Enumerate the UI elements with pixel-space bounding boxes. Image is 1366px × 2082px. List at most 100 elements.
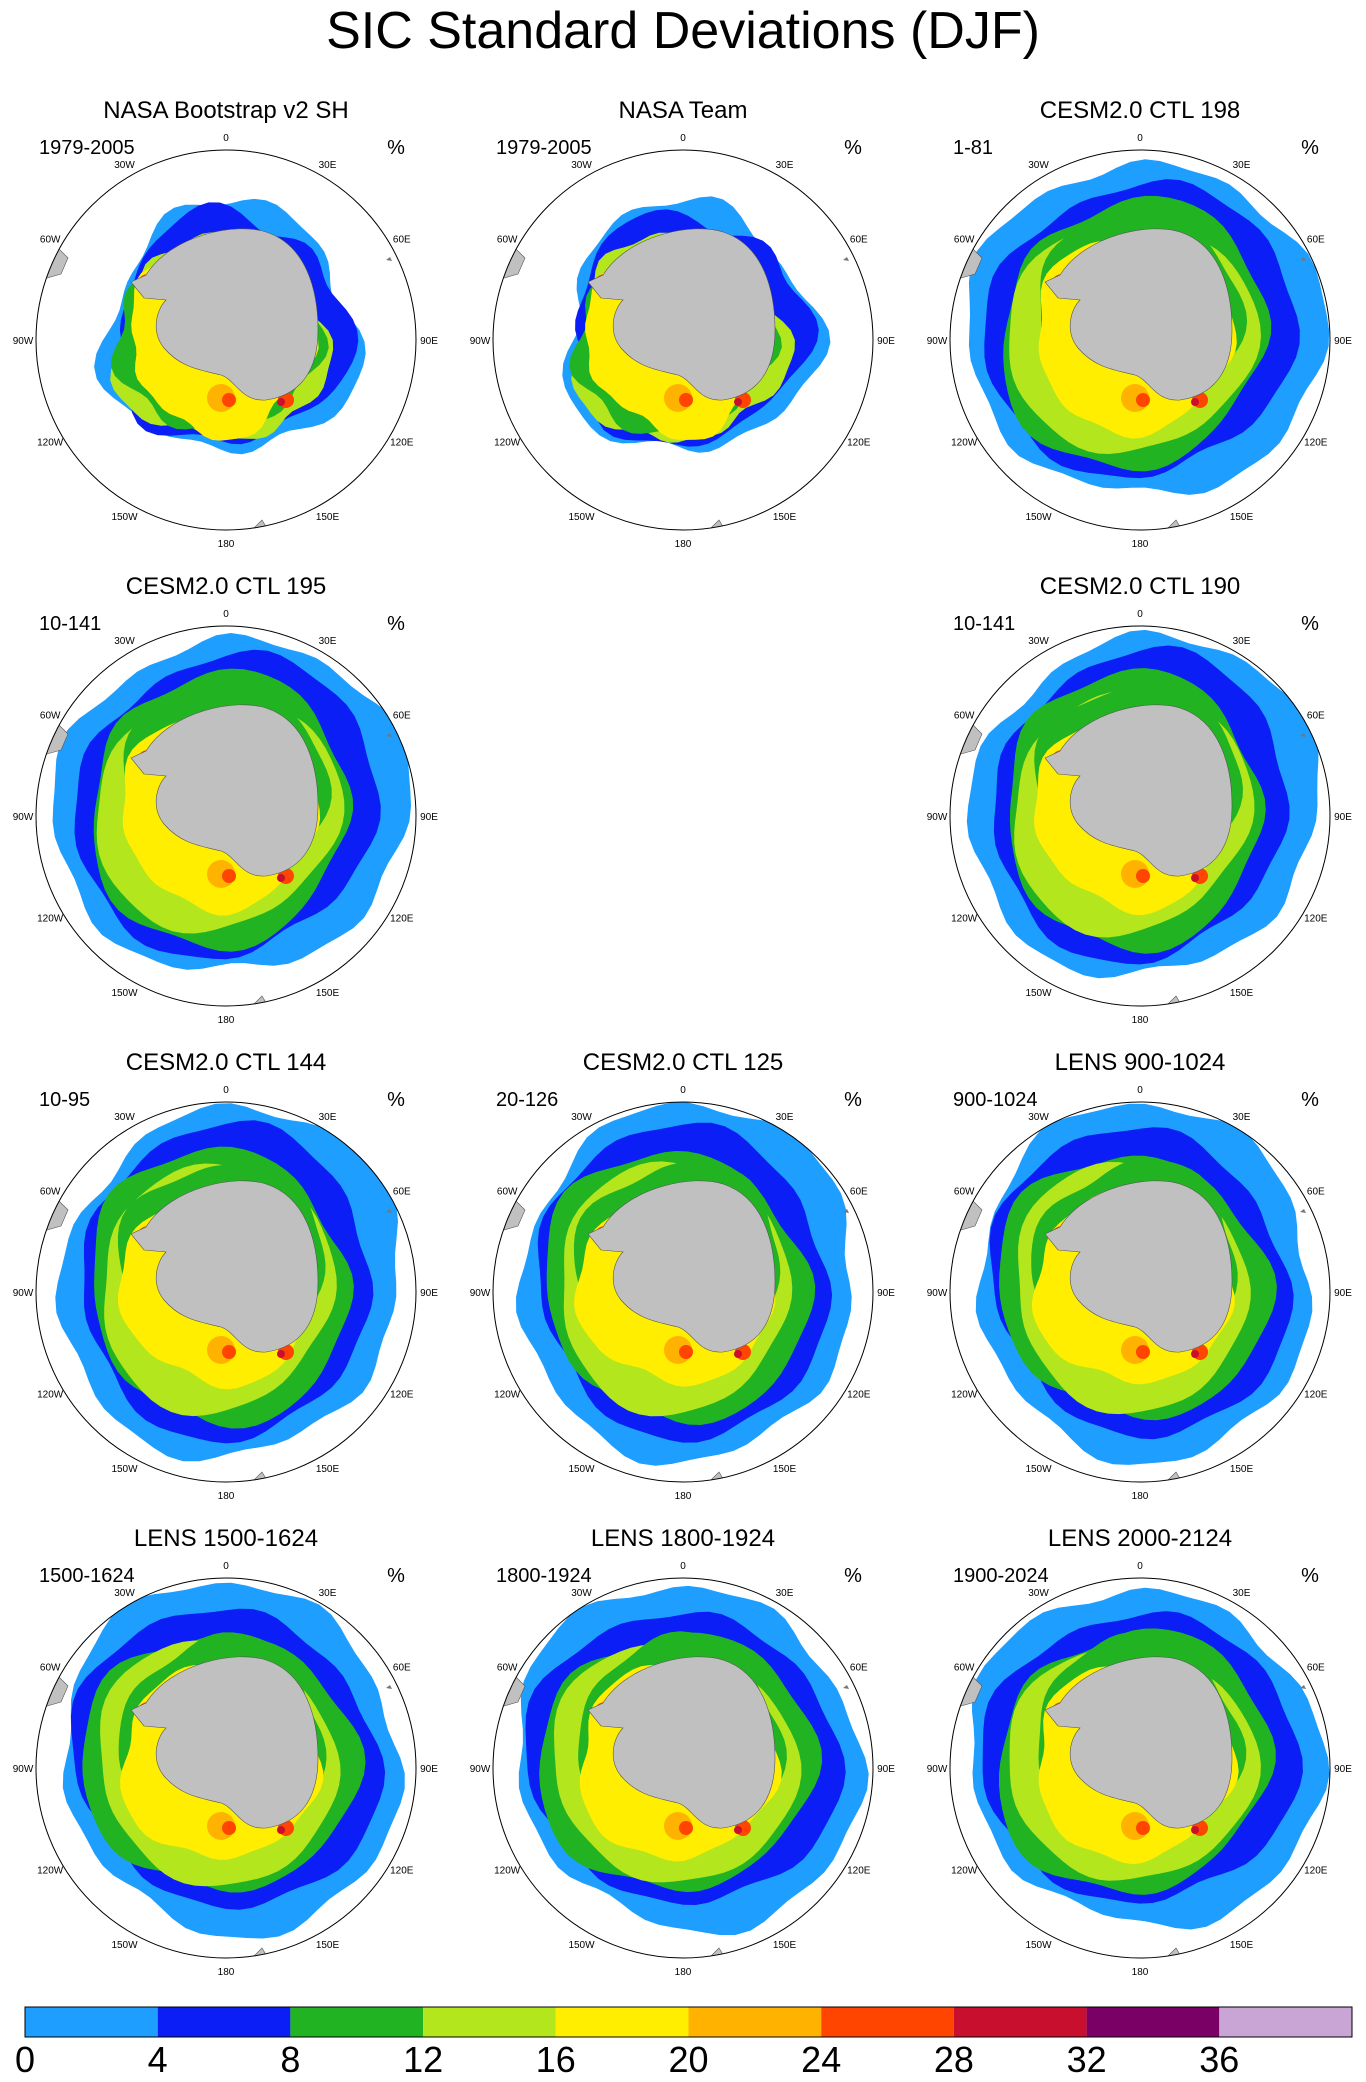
colorbar-label: 32 (1067, 2039, 1107, 2080)
longitude-label: 90W (470, 336, 491, 347)
longitude-label: 90W (13, 812, 34, 823)
panel-title: LENS 1500-1624 (134, 1525, 318, 1552)
longitude-label: 0 (1137, 133, 1143, 144)
antarctica-landmass (587, 228, 776, 401)
longitude-label: 150E (1230, 1940, 1254, 1951)
longitude-label: 30E (1233, 160, 1251, 171)
kerguelen-island (1300, 1685, 1306, 1689)
panel-title: NASA Bootstrap v2 SH (103, 97, 348, 124)
longitude-label: 120W (494, 1866, 521, 1877)
longitude-label: 120E (847, 1866, 871, 1877)
map-boundary (492, 1577, 874, 1959)
colorbar-label: 24 (801, 2039, 841, 2080)
variability-hotspot (222, 1345, 236, 1359)
panel-title: NASA Team (619, 97, 748, 124)
longitude-label: 90E (420, 1288, 438, 1299)
colorbar-label: 8 (280, 2039, 300, 2080)
map-panel: NASA Team 1979-2005 % 0 30E 60E 90E 120E 150E 180… (470, 97, 896, 550)
colorbar-swatch (821, 2007, 954, 2037)
longitude-label: 60E (393, 1187, 411, 1198)
panel-period: 1979-2005 (39, 137, 135, 159)
longitude-label: 30W (571, 1112, 592, 1123)
longitude-label: 120E (390, 1866, 414, 1877)
longitude-label: 90E (1334, 812, 1352, 823)
antarctica-landmass (1044, 228, 1233, 401)
kerguelen-island (843, 257, 849, 261)
longitude-label: 30E (1233, 1588, 1251, 1599)
map-panel: LENS 2000-2124 1900-2024 % 0 30E 60E 90E 120E 15… (927, 1525, 1353, 1978)
colorbar-label: 20 (668, 2039, 708, 2080)
map-boundary (35, 149, 417, 531)
longitude-label: 60E (850, 235, 868, 246)
map-boundary (949, 149, 1331, 531)
longitude-label: 60E (1307, 1187, 1325, 1198)
panel-units: % (844, 1565, 862, 1587)
colorbar-label: 28 (934, 2039, 974, 2080)
longitude-label: 120W (494, 1390, 521, 1401)
longitude-label: 180 (218, 1967, 235, 1978)
new-zealand-landmass (710, 519, 726, 530)
south-america-landmass (950, 723, 983, 757)
longitude-label: 60E (1307, 711, 1325, 722)
longitude-label: 60E (1307, 1663, 1325, 1674)
longitude-label: 0 (223, 1561, 229, 1572)
longitude-label: 120W (37, 438, 64, 449)
longitude-label: 90W (470, 1288, 491, 1299)
panel-title: LENS 900-1024 (1055, 1049, 1226, 1076)
longitude-label: 90E (1334, 1288, 1352, 1299)
south-america-landmass (36, 1675, 69, 1709)
kerguelen-island (386, 1685, 392, 1689)
longitude-label: 60W (40, 235, 61, 246)
longitude-label: 120W (951, 1390, 978, 1401)
panel-period: 1500-1624 (39, 1565, 135, 1587)
sea-ice-field (950, 159, 1330, 530)
new-zealand-landmass (710, 1947, 726, 1958)
longitude-label: 150W (568, 1940, 595, 1951)
longitude-label: 150E (773, 1940, 797, 1951)
map-panel: CESM2.0 CTL 144 10-95 % 0 30E 60E 90E 120E 150E 1… (13, 1049, 439, 1502)
antarctica-landmass (587, 1180, 776, 1353)
new-zealand-landmass (1167, 1471, 1183, 1482)
longitude-label: 60E (850, 1663, 868, 1674)
longitude-label: 120E (390, 438, 414, 449)
variability-hotspot (734, 1826, 742, 1834)
colorbar-swatch (25, 2007, 158, 2037)
panel-period: 10-141 (953, 613, 1015, 635)
sea-ice-field (950, 1103, 1313, 1482)
longitude-label: 90E (877, 336, 895, 347)
panel-units: % (1301, 613, 1319, 635)
colorbar-swatch (290, 2007, 424, 2037)
new-zealand-landmass (253, 519, 269, 530)
new-zealand-landmass (710, 1471, 726, 1482)
panel-units: % (387, 1565, 405, 1587)
south-america-landmass (493, 1675, 526, 1709)
sea-ice-field (493, 1102, 852, 1482)
longitude-label: 120E (847, 1390, 871, 1401)
kerguelen-island (843, 1209, 849, 1213)
panel-units: % (1301, 1089, 1319, 1111)
longitude-label: 150E (1230, 988, 1254, 999)
longitude-label: 90W (927, 812, 948, 823)
longitude-label: 120E (1304, 914, 1328, 925)
colorbar-label: 16 (536, 2039, 576, 2080)
longitude-label: 0 (1137, 1085, 1143, 1096)
variability-hotspot (734, 398, 742, 406)
map-panel: CESM2.0 CTL 195 10-141 % 0 30E 60E 90E 120E 150E… (13, 573, 439, 1026)
colorbar-label: 36 (1199, 2039, 1239, 2080)
map-boundary (35, 625, 417, 1007)
antarctica-landmass (587, 1656, 776, 1829)
longitude-label: 30E (776, 1112, 794, 1123)
panel-period: 1900-2024 (953, 1565, 1049, 1587)
longitude-label: 150E (316, 988, 340, 999)
map-boundary (35, 1577, 417, 1959)
south-america-landmass (36, 1199, 69, 1233)
sea-ice-field (36, 633, 411, 1006)
variability-hotspot (277, 398, 285, 406)
sea-ice-field (493, 1585, 869, 1958)
longitude-label: 0 (1137, 1561, 1143, 1572)
panel-period: 10-141 (39, 613, 101, 635)
variability-hotspot (1191, 1350, 1199, 1358)
longitude-label: 30E (319, 1588, 337, 1599)
map-boundary (35, 1101, 417, 1483)
panel-title: CESM2.0 CTL 198 (1040, 97, 1241, 124)
